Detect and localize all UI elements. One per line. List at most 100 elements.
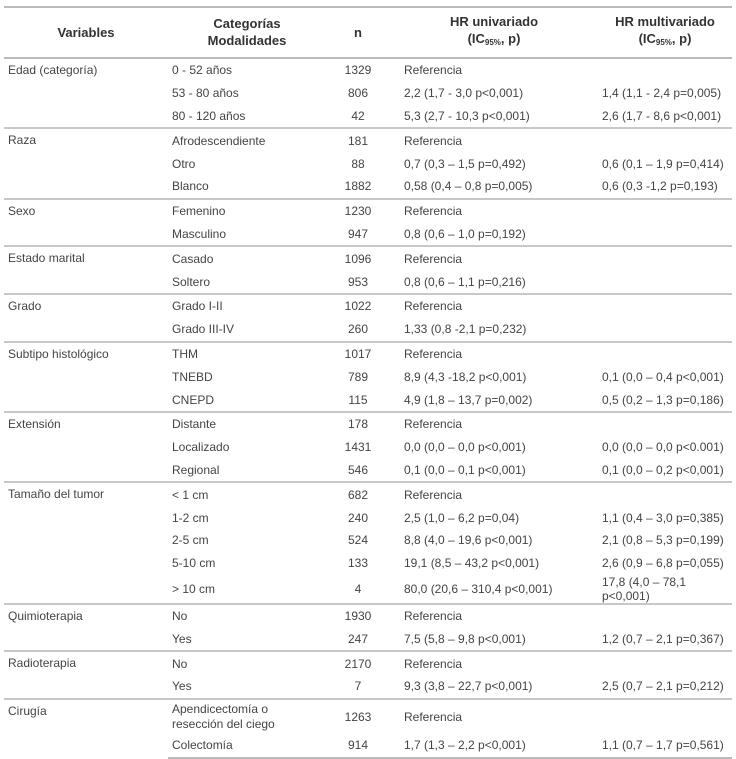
category-cell: THM (168, 340, 326, 366)
hr-multivariate-cell (598, 318, 732, 342)
ci-suffix: , p) (500, 31, 521, 46)
n-cell: 178 (326, 410, 390, 436)
hr-multivariate-cell: 1,4 (1,1 - 2,4 p=0,005) (602, 86, 722, 101)
n-cell: 1022 (326, 292, 390, 318)
variable-cell: Radioterapia (4, 650, 168, 699)
hr-univariate-cell: 2,2 (1,7 - 3,0 p<0,001) (404, 86, 524, 101)
hr-multivariate-cell: 0,6 (0,3 -1,2 p=0,193) (602, 179, 718, 194)
n-cell: 88 (351, 156, 365, 171)
hr-multivariate-cell: 2,6 (1,7 - 8,6 p<0,001) (602, 108, 722, 123)
hr-univariate-cell: 4,9 (1,8 – 13,7 p=0,002) (404, 392, 533, 407)
category-cell: No (168, 650, 326, 675)
category-cell: Yes (172, 679, 192, 694)
header-hr-univariate: HR univariado (IC95%, p) (390, 6, 598, 59)
n-cell: 115 (348, 392, 368, 407)
hr-univariate-cell: 1,33 (0,8 -2,1 p=0,232) (404, 322, 527, 337)
variable-cell: Cirugía (4, 697, 168, 758)
n-cell: 524 (347, 533, 369, 548)
category-cell: 53 - 80 años (172, 86, 239, 101)
variable-cell: Extensión (4, 410, 168, 483)
table-row: Cirugía Apendicectomía o resección del ci… (4, 697, 732, 758)
hr-univariate-cell: Referencia (390, 245, 598, 271)
n-cell: 1930 (326, 602, 390, 628)
variable-cell: Grado (4, 292, 168, 342)
table-row: Subtipo histológico THM 1017 Referencia (4, 340, 732, 412)
table-row: Tamaño del tumor < 1 cm 682 Referencia (4, 481, 732, 604)
hr-multivariate-cell: 0,6 (0,1 – 1,9 p=0,414) (602, 156, 724, 171)
variable-cell: Tamaño del tumor (4, 481, 168, 604)
hr-univariate-cell: Referencia (390, 481, 598, 507)
n-cell: 1017 (326, 340, 390, 366)
n-cell: 682 (326, 481, 390, 507)
hr-multivariate-cell (598, 223, 732, 247)
hr-univariate-cell: Referencia (390, 127, 598, 153)
header-hr-multi-label: HR multivariado (615, 14, 715, 29)
hr-univariate-cell: 0,0 (0,0 – 0,0 p<0,001) (404, 440, 526, 455)
hr-univariate-cell: Referencia (390, 602, 598, 628)
header-n: n (326, 6, 390, 59)
hr-univariate-cell: Referencia (390, 197, 598, 223)
hr-univariate-cell: Referencia (390, 410, 598, 436)
hr-multivariate-cell (598, 127, 732, 153)
ci-prefix: (IC (638, 31, 656, 46)
category-cell: Soltero (172, 274, 211, 289)
hr-univariate-cell: 5,3 (2,7 - 10,3 p<0,001) (404, 108, 530, 123)
table-row: 53 - 80 años 806 2,2 (1,7 - 3,0 p<0,001) 1,… (4, 82, 732, 105)
hr-univariate-cell: 0,7 (0,3 – 1,5 p=0,492) (404, 156, 526, 171)
hr-univariate-cell: Referencia (390, 697, 598, 734)
hr-univariate-cell: 7,5 (5,8 – 9,8 p<0,001) (404, 631, 526, 646)
variable-cell: Sexo (4, 197, 168, 247)
hr-univariate-cell: 19,1 (8,5 – 43,2 p<0,001) (404, 556, 540, 571)
header-categories-line1: Categorías (213, 16, 281, 31)
category-cell: > 10 cm (172, 581, 216, 596)
hr-multivariate-cell: 2,1 (0,8 – 5,3 p=0,199) (602, 533, 724, 548)
table-row: Estado marital Casado 1096 Referencia (4, 245, 732, 294)
hr-multivariate-cell (598, 292, 732, 318)
table-row: > 10 cm 4 80,0 (20,6 – 310,4 p<0,001) 17,8 … (4, 575, 732, 604)
hr-multivariate-cell (598, 602, 732, 628)
category-cell: < 1 cm (168, 481, 326, 507)
table-row: Extensión Distante 178 Referencia (4, 410, 732, 483)
ci-sub: 95% (484, 38, 501, 47)
hr-univariate-cell: 0,1 (0,0 – 0,1 p<0,001) (404, 462, 526, 477)
hr-univariate-cell: Referencia (390, 340, 598, 366)
n-cell: 2170 (326, 650, 390, 675)
table-row: CNEPD 115 4,9 (1,8 – 13,7 p=0,002) 0,5 (0,2… (4, 388, 732, 412)
n-cell: 1431 (344, 440, 372, 455)
n-cell: 240 (347, 510, 369, 525)
n-cell: 4 (354, 581, 362, 596)
category-cell: Regional (172, 462, 220, 477)
hr-multivariate-cell (598, 57, 732, 82)
n-cell: 247 (347, 631, 369, 646)
n-cell: 1882 (344, 179, 372, 194)
category-cell: Otro (172, 156, 196, 171)
table-row: Regional 546 0,1 (0,0 – 0,1 p<0,001) 0,1 (0… (4, 459, 732, 483)
header-variables: Variables (4, 6, 168, 59)
table-row: Sexo Femenino 1230 Referencia (4, 197, 732, 247)
table-row: Edad (categoría) 0 - 52 años 1329 Referenci… (4, 56, 732, 129)
variable-cell: Quimioterapia (4, 602, 168, 652)
hr-multivariate-cell (598, 481, 732, 507)
hr-multivariate-cell (598, 650, 732, 675)
category-cell: 0 - 52 años (168, 57, 326, 82)
table-row: Yes 247 7,5 (5,8 – 9,8 p<0,001) 1,2 (0,7 – … (4, 627, 732, 651)
hr-univariate-cell: Referencia (390, 57, 598, 82)
hr-multivariate-cell: 0,5 (0,2 – 1,3 p=0,186) (602, 392, 724, 407)
table-row: 5-10 cm 133 19,1 (8,5 – 43,2 p<0,001) 2,6 (… (4, 552, 732, 575)
n-cell: 181 (326, 127, 390, 153)
hr-univariate-cell: 1,7 (1,3 – 2,2 p<0,001) (390, 733, 598, 759)
hr-multivariate-cell: 1,1 (0,7 – 1,7 p=0,561) (598, 733, 732, 759)
hr-multivariate-cell: 0,1 (0,0 – 0,2 p<0,001) (602, 462, 724, 477)
table-body: Edad (categoría) 0 - 52 años 1329 Referenci… (4, 56, 732, 759)
hr-univariate-cell: 8,9 (4,3 -18,2 p<0,001) (404, 369, 527, 384)
hr-univariate-cell: 2,5 (1,0 – 6,2 p=0,04) (404, 510, 520, 525)
hr-multivariate-cell: 0,0 (0,0 – 0,0 p<0.001) (602, 440, 724, 455)
ci-sub: 95% (655, 38, 672, 47)
n-cell: 914 (326, 733, 390, 759)
category-cell: Grado III-IV (172, 322, 235, 337)
n-cell: 953 (347, 274, 369, 289)
category-cell: Apendicectomía o resección del ciego (168, 697, 326, 734)
hr-multivariate-cell: 1,1 (0,4 – 3,0 p=0,385) (602, 510, 724, 525)
hazard-ratio-table: Variables Categorías Modalidades n HR uni… (4, 6, 732, 759)
n-cell: 1329 (326, 57, 390, 82)
